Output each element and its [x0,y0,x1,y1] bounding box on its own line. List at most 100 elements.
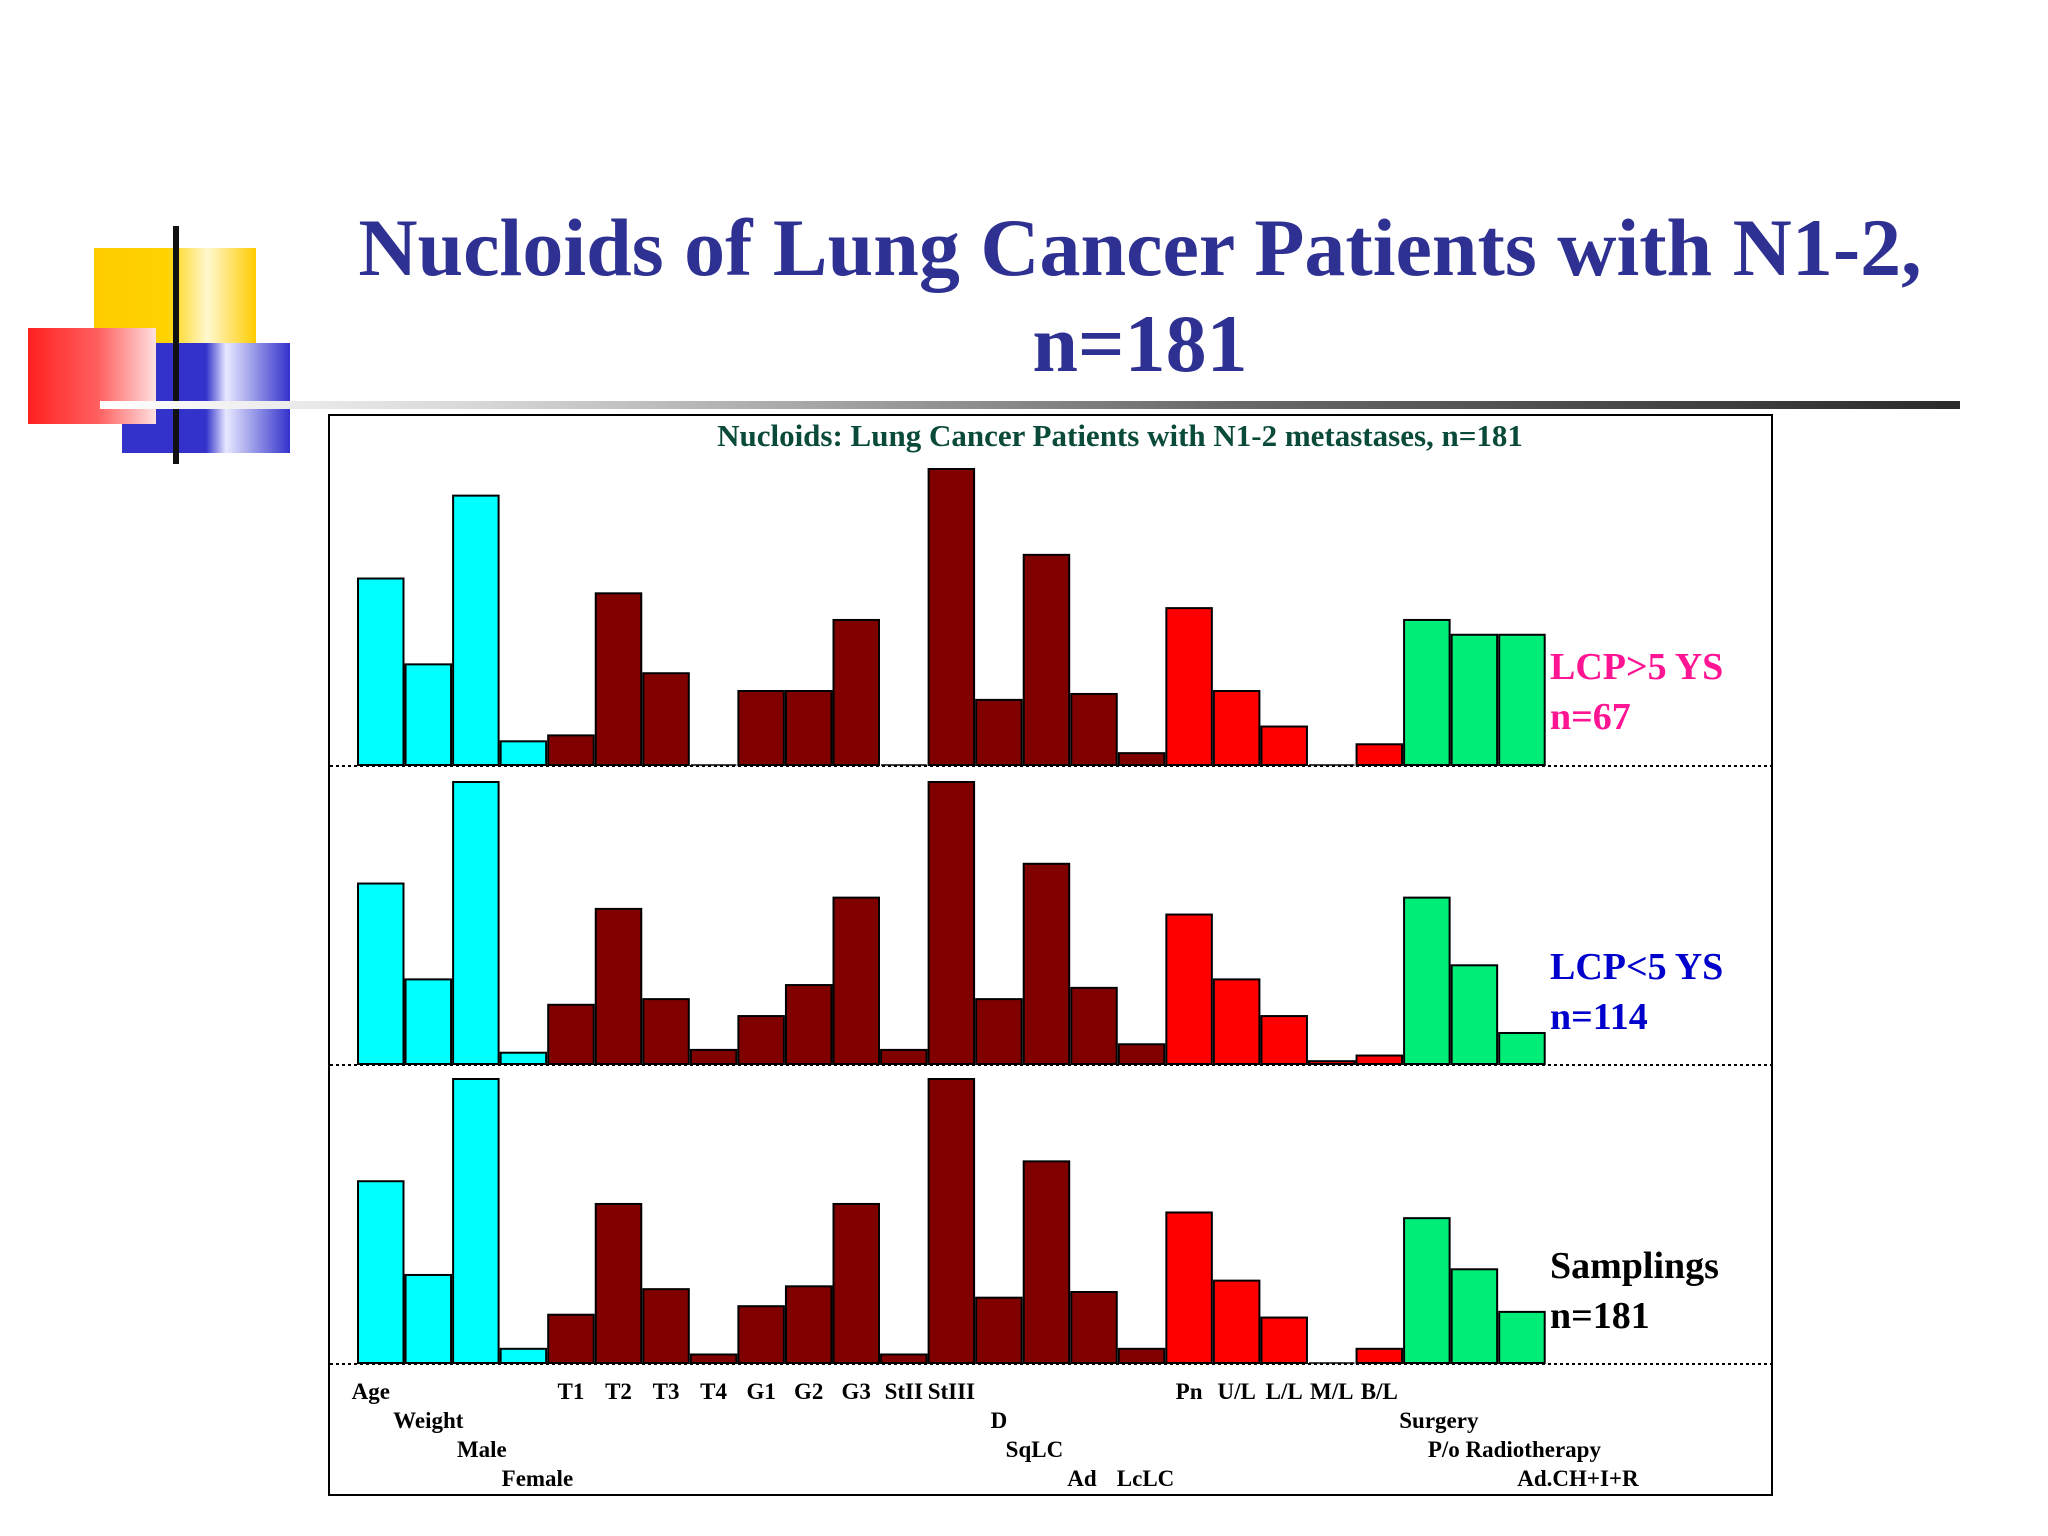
bar-l-l [1260,1015,1308,1065]
bar-sqlc [1022,862,1071,1065]
tick-label-pn: Pn [1176,1379,1203,1404]
bar-age [357,1180,405,1364]
bar-t3 [642,672,690,766]
tick-label-g2: G2 [794,1379,823,1404]
bar-p-o-radiotherapy [1450,633,1499,766]
bar-male [452,781,500,1065]
bar-t1 [547,1313,595,1364]
page-title: Nucloids of Lung Cancer Patients with N1… [300,200,1980,392]
tick-label-sqlc: SqLC [1006,1437,1064,1462]
tick-label-male: Male [457,1437,507,1462]
bar-lclc [1117,752,1166,767]
bar-g3 [832,896,880,1065]
bar-d [975,1296,1023,1364]
bar-male [452,1078,500,1364]
title-underline [100,401,1960,409]
bar-l-l [1260,725,1308,766]
bar-female [499,740,548,767]
bar-d [975,698,1023,767]
bar-ad-ch-i-r [1498,1031,1546,1065]
bar-stiii [927,1078,976,1364]
tick-label-surgery: Surgery [1399,1408,1479,1433]
bar-stiii [927,781,976,1065]
tick-label-stiii: StIII [928,1379,975,1404]
bar-ad-ch-i-r [1498,633,1546,766]
page-title-line-1: Nucloids of Lung Cancer Patients with N1… [358,202,1922,293]
bar-age [357,577,405,766]
tick-label-m-l: M/L [1310,1379,1353,1404]
bar-t1 [547,734,595,766]
frame-gap [1767,861,1771,941]
bar-b-l [1355,1054,1404,1065]
tick-label-l-l: L/L [1266,1379,1303,1404]
frame-gap [1767,1161,1771,1246]
bar-female [499,1051,548,1065]
bar-surgery [1403,1217,1451,1364]
bar-t2 [594,907,643,1065]
panel-count: n=181 [1550,1295,1650,1337]
tick-label-u-l: U/L [1217,1379,1255,1404]
bar-ad-ch-i-r [1498,1310,1546,1365]
panel-count: n=114 [1550,996,1648,1038]
panel-count: n=67 [1550,696,1631,738]
bar-sqlc [1022,1160,1071,1364]
bar-g3 [832,1202,880,1365]
bar-g1 [737,1305,785,1365]
tick-label-weight: Weight [393,1408,464,1433]
chart-title: Nucloids: Lung Cancer Patients with N1-2… [717,418,1523,453]
bar-l-l [1260,1316,1308,1364]
page-title-line-2: n=181 [1032,298,1248,389]
tick-label-t1: T1 [558,1379,585,1404]
bar-age [357,882,405,1065]
tick-label-ad-ch-i-r: Ad.CH+I+R [1517,1466,1639,1491]
bar-male [452,494,500,766]
bar-stii [880,1353,928,1364]
panel-label: LCP<5 YS [1550,946,1723,988]
tick-label-d: D [991,1408,1008,1433]
bar-ad [1070,692,1118,766]
bar-chart: Nucloids: Lung Cancer Patients with N1-2… [330,418,1771,1491]
bar-u-l [1212,978,1261,1066]
bar-ad [1070,986,1118,1065]
bar-g2 [784,984,833,1065]
tick-label-age: Age [352,1379,390,1404]
tick-label-g1: G1 [746,1379,775,1404]
bar-t4 [689,1353,738,1364]
tick-label-ad: Ad [1067,1466,1097,1491]
bar-t4 [689,1048,738,1066]
bar-g1 [737,690,785,766]
tick-label-stii: StII [885,1379,923,1404]
bar-t2 [594,592,643,766]
bar-surgery [1403,618,1451,766]
bar-t3 [642,998,690,1066]
tick-label-g3: G3 [842,1379,871,1404]
frame-gap [1767,584,1771,666]
bar-u-l [1212,1279,1261,1365]
bar-stiii [927,468,976,766]
bar-b-l [1355,1347,1404,1364]
tick-label-t4: T4 [700,1379,727,1404]
bar-t2 [594,1202,643,1365]
bar-m-l [1308,1060,1356,1065]
panel-label: Samplings [1550,1245,1719,1287]
bar-d [975,998,1023,1066]
bar-pn [1165,607,1213,766]
tick-label-lclc: LcLC [1117,1466,1175,1491]
bar-g3 [832,618,880,766]
bar-lclc [1117,1043,1166,1066]
bar-pn [1165,1211,1213,1364]
bar-lclc [1117,1347,1166,1364]
tick-label-t3: T3 [653,1379,680,1404]
tick-label-female: Female [502,1466,574,1491]
bar-weight [404,978,453,1066]
chart-frame: Nucloids: Lung Cancer Patients with N1-2… [328,414,1773,1496]
bar-g2 [784,1285,833,1365]
bar-p-o-radiotherapy [1450,964,1499,1065]
bar-b-l [1355,743,1404,766]
bar-g2 [784,690,833,766]
bar-stii [880,1048,928,1066]
bar-sqlc [1022,553,1071,766]
logo-vertical-bar [173,226,179,464]
logo-red-square [28,328,156,424]
tick-label-b-l: B/L [1361,1379,1398,1404]
